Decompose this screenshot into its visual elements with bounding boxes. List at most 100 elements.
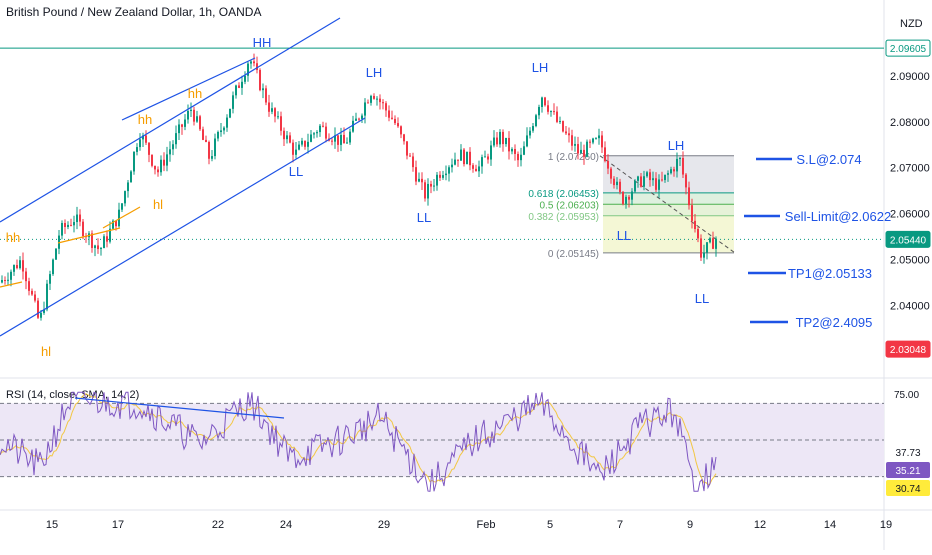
- price-tick-label: 2.09000: [890, 71, 930, 83]
- candle: [16, 259, 18, 270]
- swing-label: LL: [617, 228, 631, 243]
- candle: [79, 209, 81, 227]
- candle: [106, 230, 108, 248]
- candle: [91, 230, 93, 253]
- candle: [112, 219, 114, 230]
- rsi-badge: [886, 480, 930, 496]
- candle: [217, 130, 219, 142]
- candle: [583, 144, 585, 165]
- candle: [457, 159, 459, 167]
- candle: [472, 163, 474, 173]
- candle: [190, 102, 192, 117]
- candle: [562, 120, 564, 133]
- swing-label: LH: [532, 60, 549, 75]
- candle: [247, 61, 249, 82]
- candle: [166, 146, 168, 172]
- candle: [475, 164, 477, 172]
- candle: [7, 272, 9, 286]
- candle: [67, 221, 69, 230]
- rsi-axis-tick: 75.00: [894, 390, 919, 401]
- candle: [394, 115, 396, 125]
- price-badge-label: 2.05440: [890, 235, 927, 246]
- candle: [487, 153, 489, 164]
- swing-label: LL: [289, 164, 303, 179]
- candle: [673, 166, 675, 177]
- candle: [235, 84, 237, 99]
- candle: [232, 91, 234, 114]
- candle: [28, 277, 30, 296]
- time-tick-label: 12: [754, 519, 766, 531]
- candle: [634, 179, 636, 193]
- candle: [199, 114, 201, 131]
- candle: [679, 156, 681, 166]
- candle: [139, 133, 141, 151]
- time-tick-label: 22: [212, 519, 224, 531]
- candle: [136, 143, 138, 156]
- time-tick-label: 19: [880, 519, 892, 531]
- candle: [355, 112, 357, 121]
- candle: [571, 129, 573, 151]
- rsi-badge-label: 35.21: [895, 466, 920, 477]
- candle: [187, 104, 189, 124]
- candle: [646, 170, 648, 178]
- candle: [64, 219, 66, 234]
- candle: [697, 226, 699, 243]
- fib-level-label: 1 (2.07260): [548, 152, 599, 163]
- candle: [445, 165, 447, 181]
- candle: [466, 151, 468, 165]
- candle: [226, 114, 228, 132]
- fib-zone-500: [603, 204, 734, 216]
- candle: [496, 131, 498, 147]
- candle: [43, 301, 45, 315]
- candle: [649, 168, 651, 187]
- trade-level-label: TP1@2.05133: [788, 266, 872, 281]
- candle: [613, 176, 615, 189]
- candle: [19, 256, 21, 270]
- candle: [670, 166, 672, 175]
- candle: [298, 140, 300, 151]
- candle: [295, 142, 297, 159]
- candle: [403, 133, 405, 145]
- candle: [97, 238, 99, 254]
- candle: [172, 140, 174, 156]
- candle: [640, 172, 642, 188]
- candle: [448, 165, 450, 182]
- candle: [586, 139, 588, 158]
- candle: [493, 130, 495, 148]
- time-tick-label: 14: [824, 519, 836, 531]
- candle: [373, 93, 375, 100]
- candle: [460, 144, 462, 161]
- candle: [535, 113, 537, 128]
- swing-label: hl: [41, 344, 51, 359]
- candle: [481, 154, 483, 174]
- candle: [589, 139, 591, 149]
- candle: [289, 132, 291, 144]
- swing-label: hh: [188, 86, 202, 101]
- candle: [484, 150, 486, 158]
- candle: [55, 248, 57, 260]
- candle: [331, 138, 333, 146]
- time-tick-label: 5: [547, 519, 553, 531]
- trend-channel-line: [0, 17, 341, 223]
- candle: [631, 188, 633, 206]
- candle: [376, 96, 378, 106]
- candle: [34, 290, 36, 303]
- candle: [322, 121, 324, 128]
- candle: [619, 178, 621, 195]
- candle: [451, 158, 453, 173]
- candle: [337, 135, 339, 152]
- candle: [505, 137, 507, 147]
- candle: [628, 194, 630, 208]
- candle: [163, 152, 165, 172]
- candle: [604, 141, 606, 163]
- price-tick-label: 2.06000: [890, 209, 930, 221]
- price-badge-label: 2.03048: [890, 345, 927, 356]
- candle: [463, 148, 465, 167]
- candle: [241, 75, 243, 95]
- trade-level-label: TP2@2.4095: [796, 315, 873, 330]
- candle: [142, 132, 144, 148]
- candle: [661, 171, 663, 182]
- candle: [364, 98, 366, 124]
